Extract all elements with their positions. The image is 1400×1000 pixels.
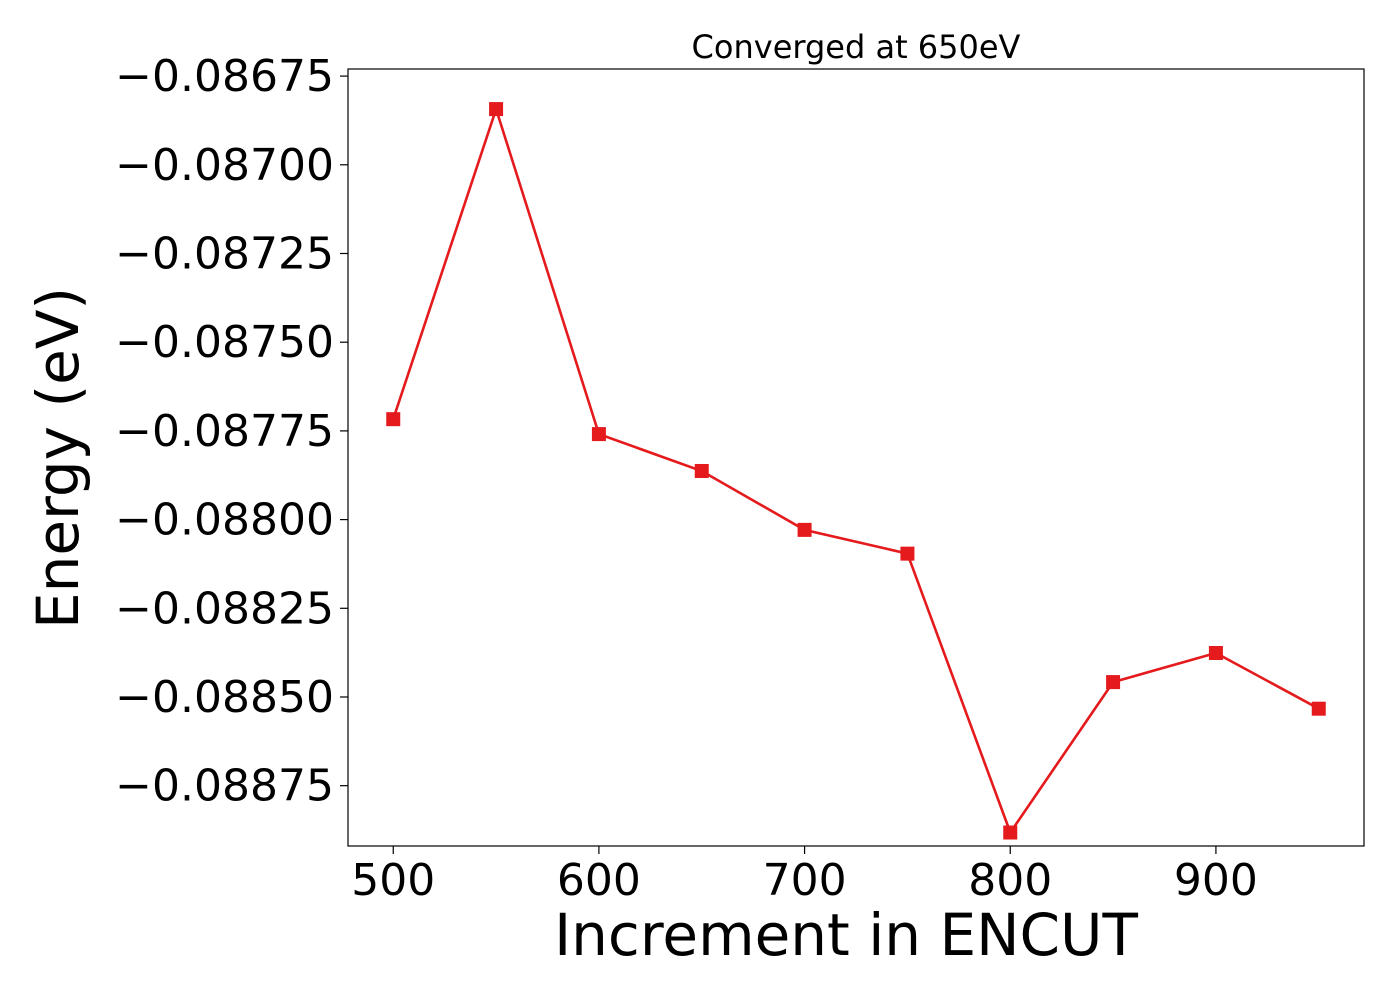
data-point-marker (1003, 825, 1018, 840)
chart-title: Converged at 650eV (692, 28, 1021, 66)
data-point-marker (900, 546, 915, 561)
series-line (391, 104, 1320, 836)
x-axis-ticks: 500 600 700 800 900 (351, 846, 1258, 906)
data-point-marker (386, 412, 401, 427)
x-tick-label: 600 (557, 855, 641, 906)
data-point-marker (489, 102, 504, 117)
y-tick-label: −0.08700 (115, 140, 334, 191)
y-tick-label: −0.08775 (115, 406, 334, 457)
y-axis-ticks: −0.08675 −0.08700 −0.08725 −0.08750 −0.08775… (115, 51, 348, 812)
data-point-marker (694, 463, 709, 478)
y-tick-label: −0.08675 (115, 51, 334, 102)
y-tick-label: −0.08750 (115, 317, 334, 368)
x-tick-label: 500 (351, 855, 435, 906)
y-tick-label: −0.08825 (115, 583, 334, 634)
data-point-marker (1311, 701, 1326, 716)
x-tick-label: 900 (1174, 855, 1258, 906)
y-tick-label: −0.08800 (115, 495, 334, 546)
x-axis-title: Increment in ENCUT (554, 901, 1138, 969)
y-tick-label: −0.08875 (115, 761, 334, 812)
y-axis-title: Energy (eV) (24, 287, 92, 629)
data-point-marker (1106, 675, 1121, 690)
x-tick-label: 700 (763, 855, 847, 906)
x-tick-label: 800 (968, 855, 1052, 906)
series-layer (386, 102, 1326, 840)
y-tick-label: −0.08725 (115, 228, 334, 279)
data-point-marker (591, 427, 606, 442)
data-point-marker (797, 522, 812, 537)
y-tick-label: −0.08850 (115, 672, 334, 723)
plot-area (347, 68, 1365, 847)
data-point-marker (1208, 645, 1223, 660)
